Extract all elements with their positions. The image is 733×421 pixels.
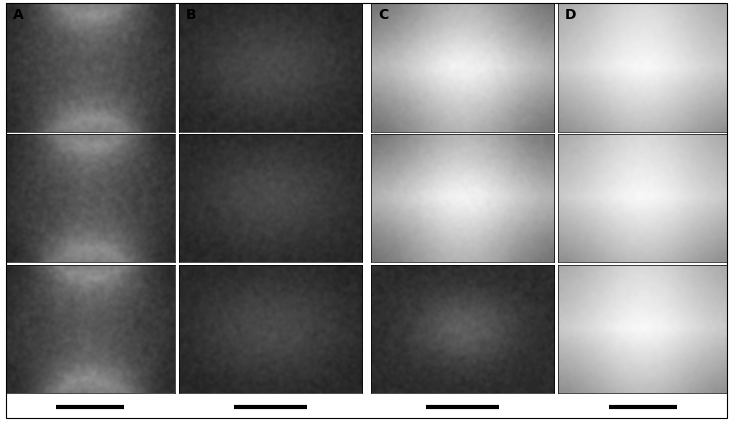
Text: D: D (565, 8, 577, 22)
Text: C: C (378, 8, 388, 22)
Text: B: B (186, 8, 197, 22)
Text: A: A (12, 8, 23, 22)
